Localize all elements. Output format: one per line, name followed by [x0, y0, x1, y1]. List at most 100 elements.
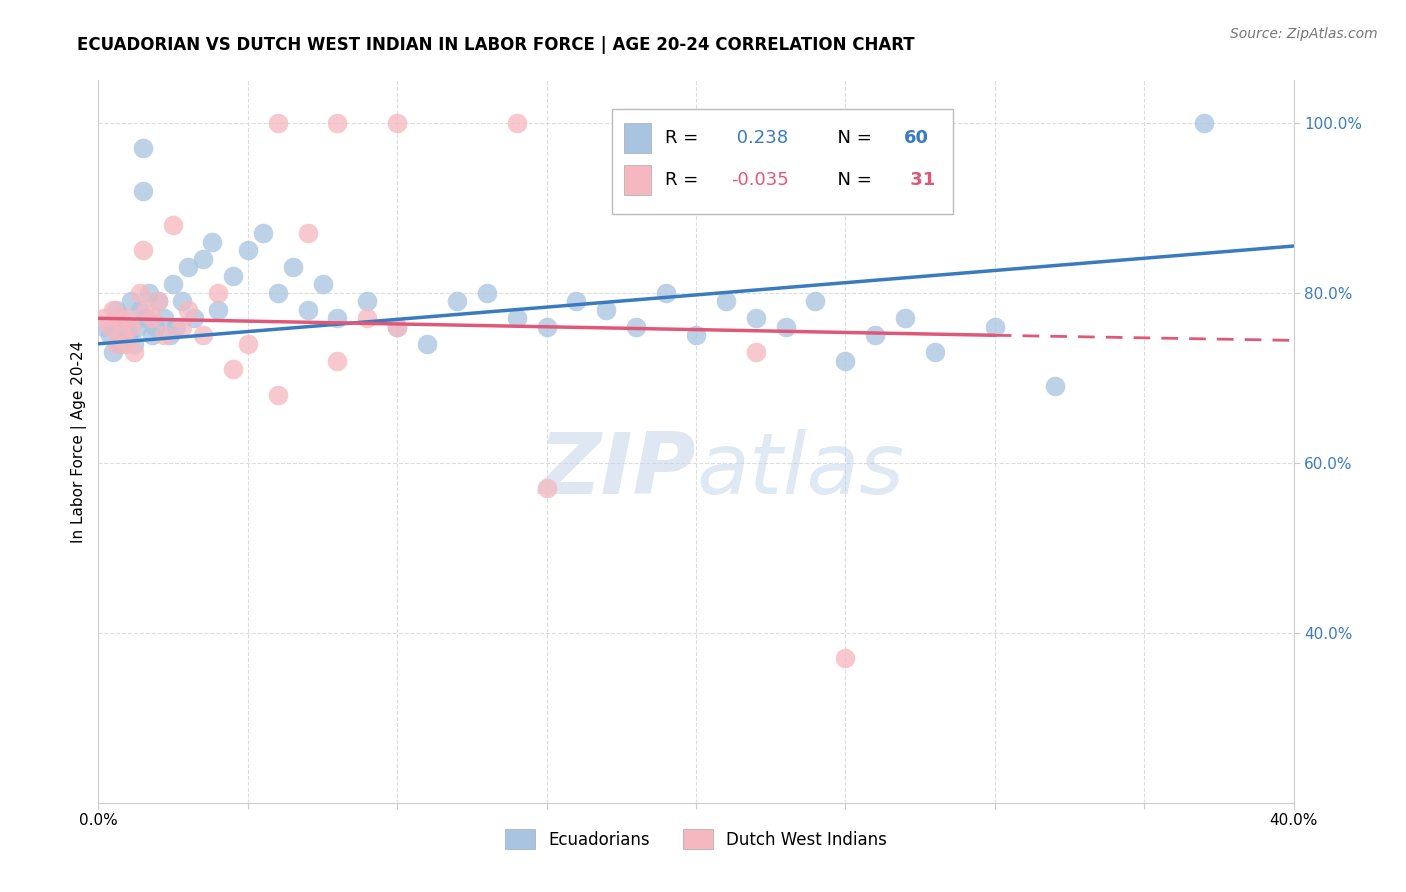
- Point: [143, 319, 166, 334]
- Point: [595, 302, 617, 317]
- Point: [98, 328, 122, 343]
- Point: [135, 302, 157, 317]
- Point: [281, 260, 304, 275]
- Point: [745, 345, 768, 359]
- Point: [894, 311, 917, 326]
- Point: [775, 319, 797, 334]
- Point: [924, 345, 946, 359]
- Point: [124, 345, 146, 359]
- Point: [162, 277, 184, 292]
- Point: [506, 116, 529, 130]
- Point: [114, 319, 136, 334]
- Point: [745, 311, 768, 326]
- Point: [1043, 379, 1066, 393]
- FancyBboxPatch shape: [624, 123, 651, 153]
- Point: [236, 336, 259, 351]
- Text: 31: 31: [904, 171, 935, 189]
- Y-axis label: In Labor Force | Age 20-24: In Labor Force | Age 20-24: [72, 341, 87, 542]
- Point: [141, 328, 163, 343]
- Point: [93, 311, 115, 326]
- Point: [267, 285, 290, 300]
- Point: [536, 319, 558, 334]
- Point: [93, 319, 115, 334]
- Point: [252, 227, 274, 241]
- Point: [138, 285, 160, 300]
- Point: [536, 481, 558, 495]
- Point: [98, 319, 122, 334]
- Point: [172, 319, 194, 334]
- Point: [132, 141, 155, 155]
- Point: [120, 319, 142, 334]
- Point: [172, 294, 194, 309]
- Point: [141, 311, 163, 326]
- Point: [117, 328, 139, 343]
- Point: [183, 311, 205, 326]
- Text: 0.238: 0.238: [731, 129, 787, 147]
- Point: [506, 311, 529, 326]
- Point: [153, 311, 176, 326]
- Point: [129, 302, 152, 317]
- Point: [105, 302, 128, 317]
- Point: [177, 260, 200, 275]
- Point: [120, 294, 142, 309]
- Point: [207, 285, 229, 300]
- Point: [148, 294, 170, 309]
- Point: [124, 336, 146, 351]
- Point: [685, 116, 707, 130]
- Point: [326, 311, 349, 326]
- Point: [416, 336, 439, 351]
- Point: [565, 294, 588, 309]
- Point: [103, 302, 125, 317]
- Point: [159, 328, 181, 343]
- Point: [165, 319, 187, 334]
- Point: [153, 328, 176, 343]
- Point: [834, 651, 856, 665]
- Point: [222, 268, 245, 283]
- Point: [162, 218, 184, 232]
- Point: [114, 336, 136, 351]
- Point: [207, 302, 229, 317]
- Point: [297, 227, 319, 241]
- Point: [129, 285, 152, 300]
- Point: [385, 319, 409, 334]
- Text: ECUADORIAN VS DUTCH WEST INDIAN IN LABOR FORCE | AGE 20-24 CORRELATION CHART: ECUADORIAN VS DUTCH WEST INDIAN IN LABOR…: [77, 36, 915, 54]
- Point: [626, 319, 648, 334]
- Point: [356, 294, 378, 309]
- Point: [685, 328, 707, 343]
- Point: [108, 311, 131, 326]
- Point: [984, 319, 1007, 334]
- Point: [127, 319, 149, 334]
- Text: N =: N =: [827, 171, 877, 189]
- Point: [132, 244, 155, 258]
- Point: [804, 294, 827, 309]
- Point: [297, 302, 319, 317]
- Point: [191, 252, 214, 266]
- Point: [356, 311, 378, 326]
- Point: [326, 353, 349, 368]
- Point: [135, 311, 157, 326]
- Point: [311, 277, 333, 292]
- FancyBboxPatch shape: [613, 109, 953, 214]
- Point: [117, 311, 139, 326]
- Point: [103, 345, 125, 359]
- Point: [446, 294, 468, 309]
- Point: [865, 328, 887, 343]
- Point: [111, 311, 134, 326]
- Point: [177, 302, 200, 317]
- Point: [201, 235, 224, 249]
- Point: [385, 116, 409, 130]
- Text: Source: ZipAtlas.com: Source: ZipAtlas.com: [1230, 27, 1378, 41]
- FancyBboxPatch shape: [624, 165, 651, 195]
- Point: [111, 328, 134, 343]
- Point: [108, 336, 131, 351]
- Text: -0.035: -0.035: [731, 171, 789, 189]
- Point: [714, 294, 737, 309]
- Point: [326, 116, 349, 130]
- Point: [132, 184, 155, 198]
- Point: [267, 116, 290, 130]
- Point: [105, 336, 128, 351]
- Point: [267, 388, 290, 402]
- Point: [148, 294, 170, 309]
- Text: R =: R =: [665, 171, 704, 189]
- Legend: Ecuadorians, Dutch West Indians: Ecuadorians, Dutch West Indians: [498, 822, 894, 856]
